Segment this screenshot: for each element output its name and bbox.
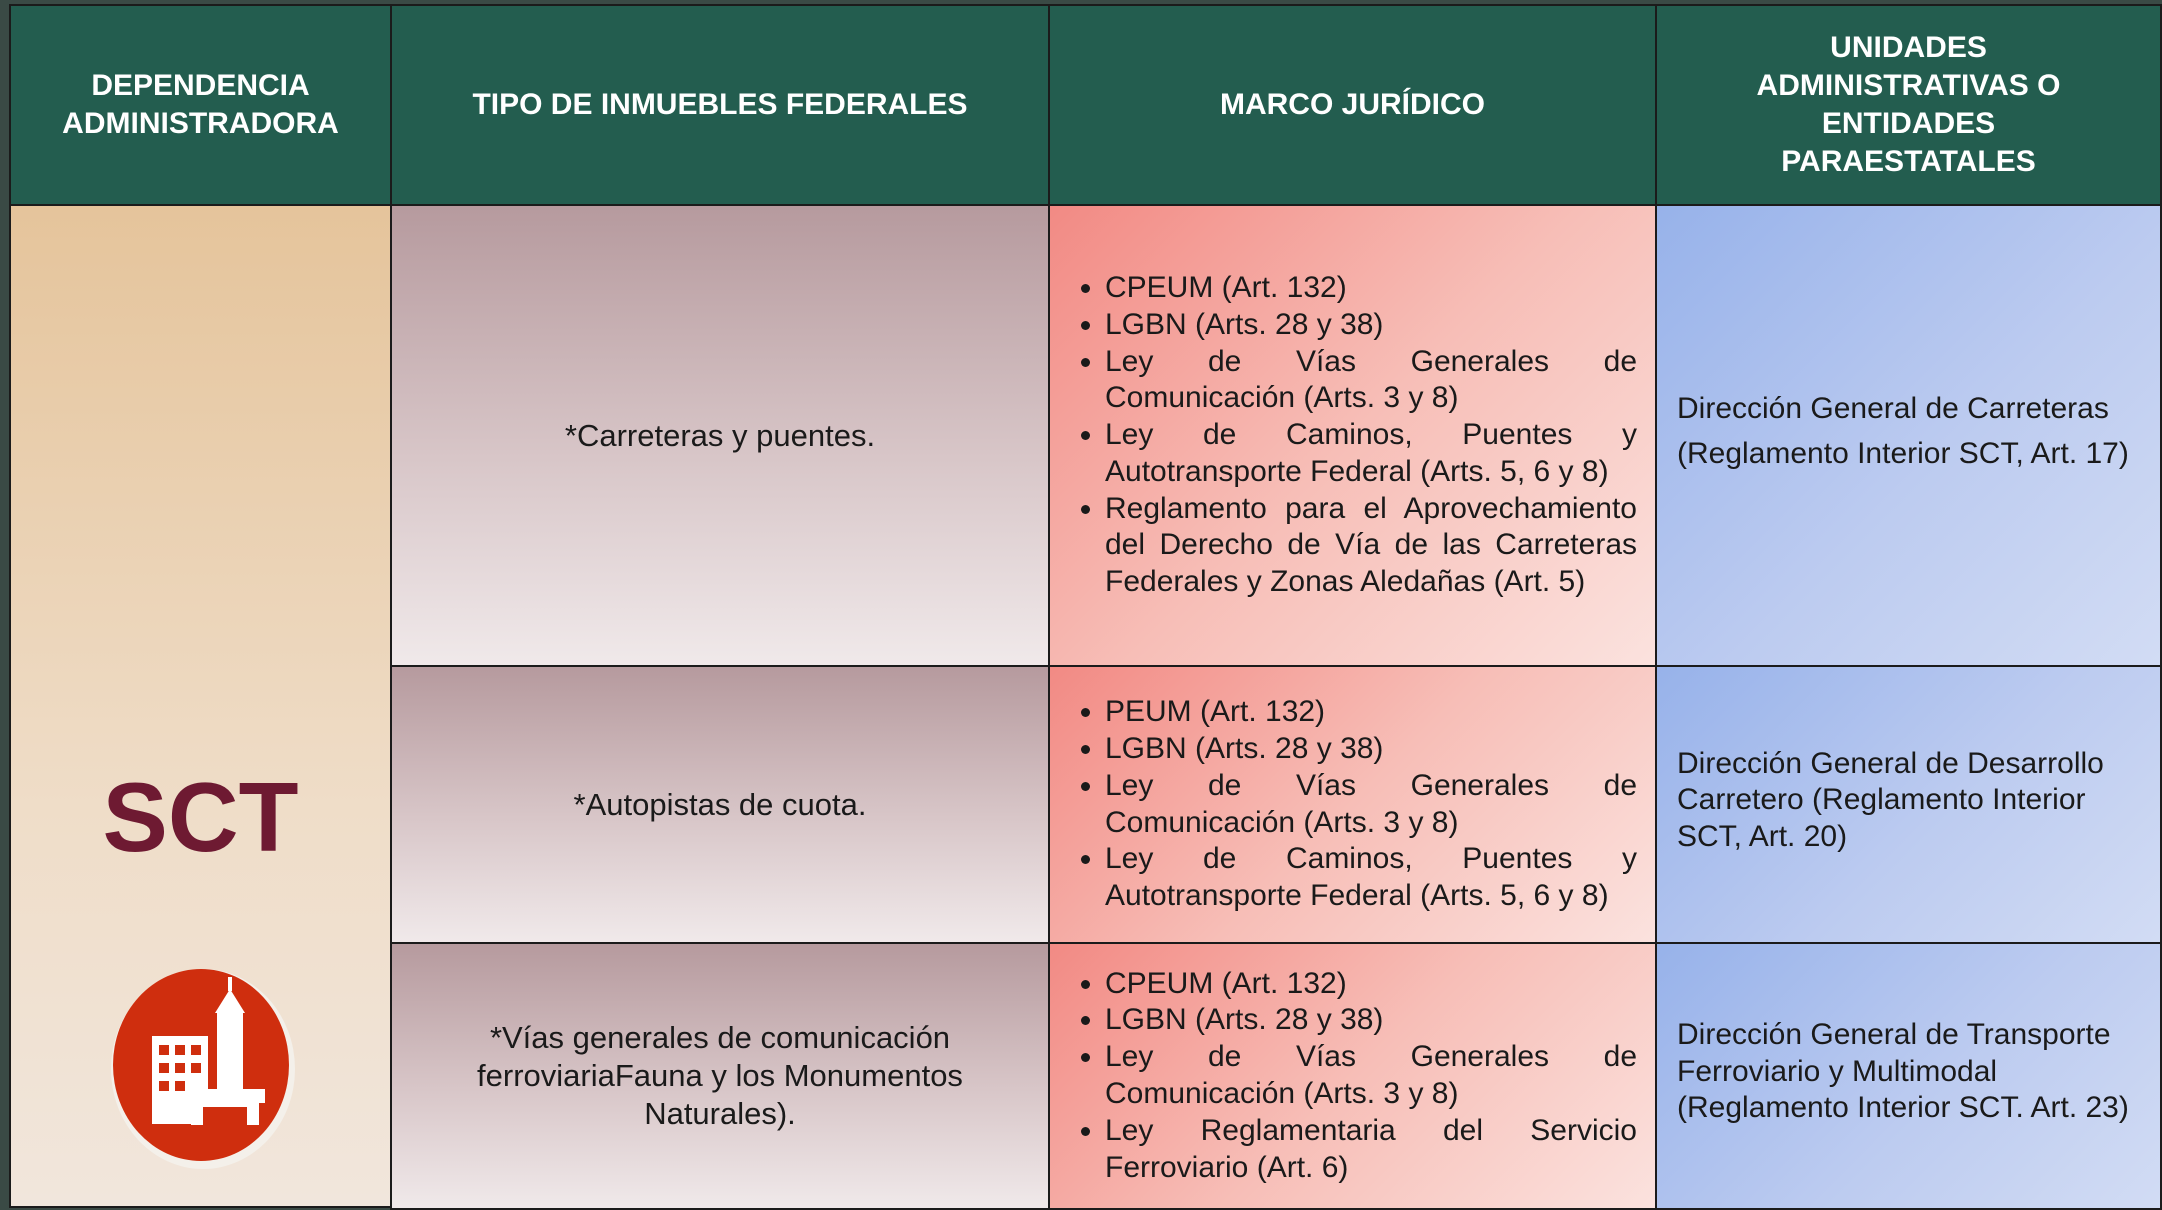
marco-list: CPEUM (Art. 132)LGBN (Arts. 28 y 38)Ley …	[1050, 270, 1655, 601]
header-text: MARCO JURÍDICO	[1219, 88, 1485, 121]
unidades-paragraph: Dirección General de Desarrollo Carreter…	[1677, 746, 2104, 853]
unidades-text: Dirección General de Carreteras (Reglamen…	[1677, 391, 2129, 480]
marco-item: Ley de Vías Generales de Comunicación (A…	[1105, 768, 1637, 842]
unidades-cell: Dirección General de Desarrollo Carreter…	[1655, 665, 2162, 944]
marco-item: LGBN (Arts. 28 y 38)	[1105, 307, 1637, 344]
marco-cell: CPEUM (Art. 132)LGBN (Arts. 28 y 38)Ley …	[1048, 204, 1657, 667]
marco-item: Ley de Caminos, Puentes y Autotransporte…	[1105, 841, 1637, 915]
marco-item: CPEUM (Art. 132)	[1105, 966, 1637, 1003]
marco-item: Ley de Caminos, Puentes y Autotransporte…	[1105, 417, 1637, 491]
marco-item: LGBN (Arts. 28 y 38)	[1105, 1002, 1637, 1039]
marco-item: LGBN (Arts. 28 y 38)	[1105, 731, 1637, 768]
marco-item: PEUM (Art. 132)	[1105, 694, 1637, 731]
tipo-cell: *Vías generales de comunicación ferrovia…	[390, 942, 1050, 1210]
header-cell: DEPENDENCIA ADMINISTRADORA	[9, 4, 392, 206]
header-text: DEPENDENCIA ADMINISTRADORA	[62, 69, 339, 140]
marco-cell: PEUM (Art. 132)LGBN (Arts. 28 y 38)Ley d…	[1048, 665, 1657, 944]
unidades-cell: Dirección General de Carreteras (Reglamen…	[1655, 204, 2162, 667]
dependencia-cell: SCT	[9, 204, 392, 1208]
marco-item: Reglamento para el Aprovechamiento del D…	[1105, 491, 1637, 601]
icon	[111, 969, 295, 1169]
tipo-text: *Vías generales de comunicación ferrovia…	[477, 1020, 963, 1131]
marco-list: PEUM (Art. 132)LGBN (Arts. 28 y 38)Ley d…	[1050, 694, 1655, 915]
marco-item: CPEUM (Art. 132)	[1105, 270, 1637, 307]
tipo-text: *Carreteras y puentes.	[564, 417, 876, 453]
header-cell: UNIDADES ADMINISTRATIVAS O ENTIDADES PAR…	[1655, 4, 2162, 206]
header-cell: TIPO DE INMUEBLES FEDERALES	[390, 4, 1050, 206]
tipo-text: *Autopistas de cuota.	[573, 786, 867, 822]
marco-item: Ley Reglamentaria del Servicio Ferroviar…	[1105, 1113, 1637, 1187]
marco-item: Ley de Vías Generales de Comunicación (A…	[1105, 1039, 1637, 1113]
marco-list: CPEUM (Art. 132)LGBN (Arts. 28 y 38)Ley …	[1050, 966, 1655, 1187]
marco-item: Ley de Vías Generales de Comunicación (A…	[1105, 344, 1637, 418]
marco-cell: CPEUM (Art. 132)LGBN (Arts. 28 y 38)Ley …	[1048, 942, 1657, 1210]
dependencia: SCT	[102, 762, 299, 872]
unidades-paragraph: Dirección General de Transporte Ferrovia…	[1677, 1018, 2129, 1125]
unidades-paragraph: (Reglamento Interior SCT, Art. 17)	[1677, 436, 2129, 470]
header-text: TIPO DE INMUEBLES FEDERALES	[472, 88, 968, 121]
tipo-cell: *Carreteras y puentes.	[390, 204, 1050, 667]
header-text: UNIDADES ADMINISTRATIVAS O ENTIDADES PAR…	[1756, 31, 2061, 178]
tipo-cell: *Autopistas de cuota.	[390, 665, 1050, 944]
unidades-text: Dirección General de Desarrollo Carreter…	[1677, 746, 2140, 864]
unidades-paragraph: Dirección General de Carreteras	[1677, 392, 2109, 425]
unidades-text: Dirección General de Transporte Ferrovia…	[1677, 1017, 2140, 1135]
header-cell: MARCO JURÍDICO	[1048, 4, 1657, 206]
unidades-cell: Dirección General de Transporte Ferrovia…	[1655, 942, 2162, 1210]
